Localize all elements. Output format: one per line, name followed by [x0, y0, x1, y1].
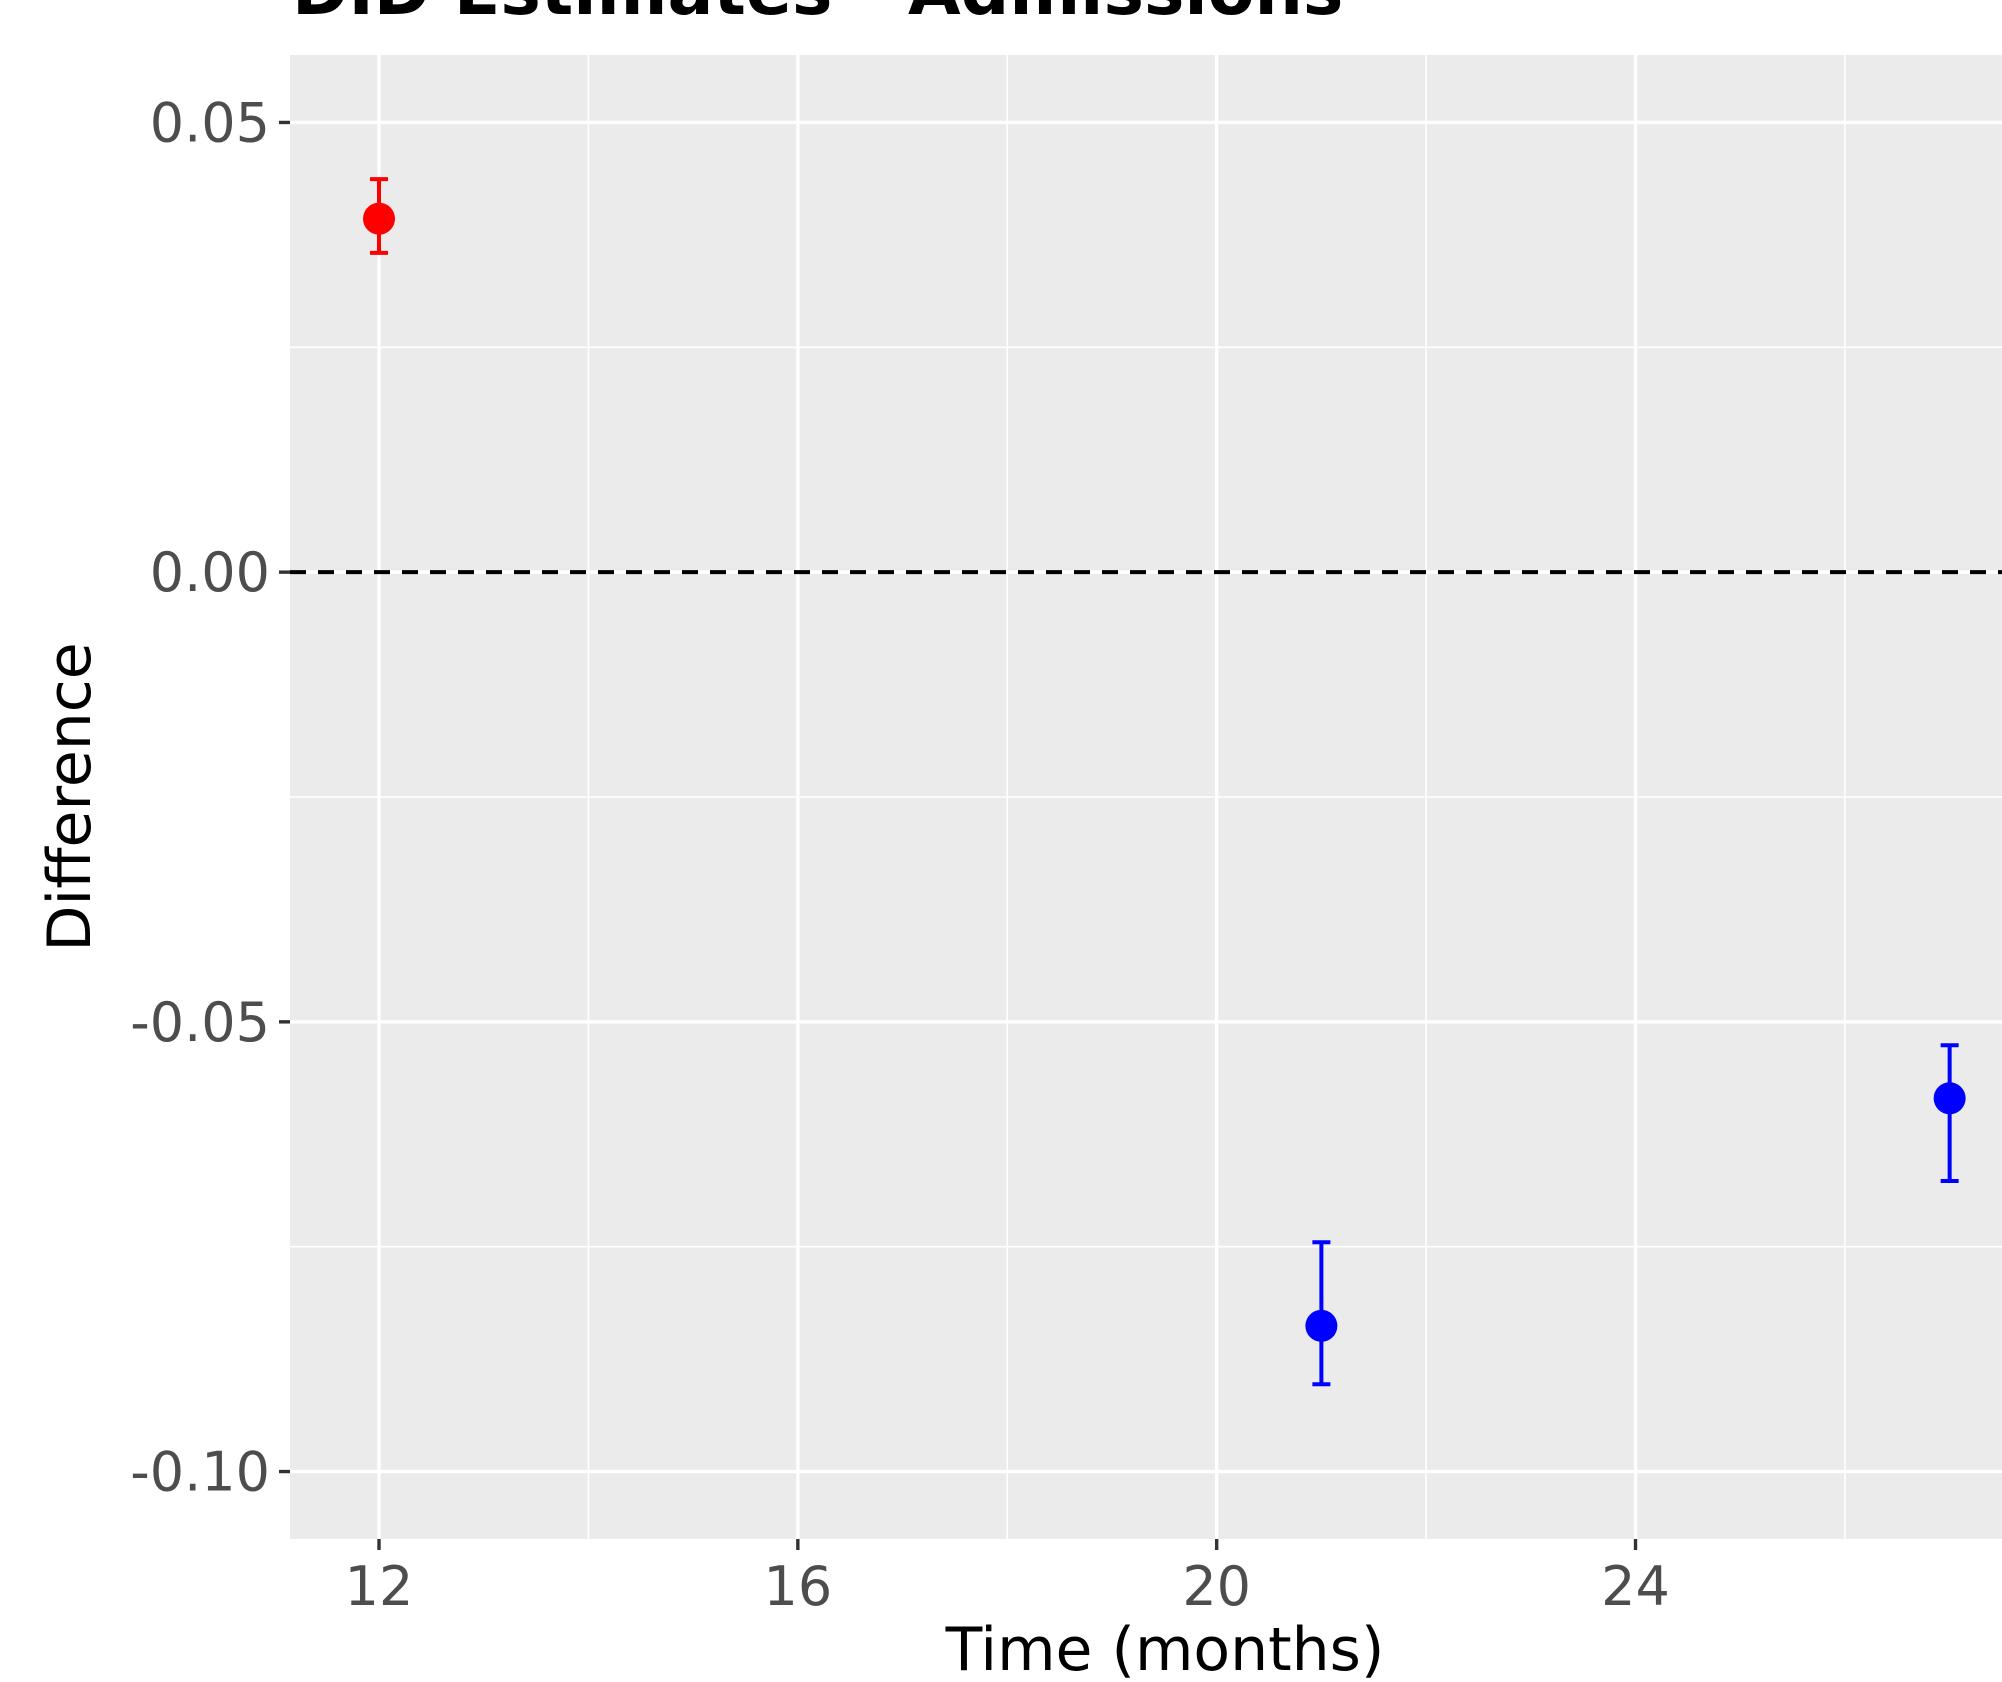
grid-minor	[290, 55, 2002, 1539]
x-axis: 12 16 20 24	[345, 1539, 1670, 1618]
x-tick-label: 16	[763, 1555, 832, 1618]
x-tick-label: 12	[345, 1555, 414, 1618]
data-point	[1933, 1082, 1966, 1115]
chart-title: DID Estimates - Admissions	[292, 0, 1343, 31]
y-axis: 0.05 0.00 -0.05 -0.10	[130, 91, 290, 1504]
y-tick-label: -0.10	[130, 1441, 270, 1504]
grid-major	[290, 55, 2002, 1539]
data-point	[1305, 1309, 1338, 1342]
y-tick-label: 0.05	[150, 91, 270, 154]
data-point	[363, 202, 396, 235]
y-tick-label: 0.00	[150, 541, 270, 604]
y-tick-label: -0.05	[130, 991, 270, 1054]
x-axis-title: Time (months)	[945, 1615, 1385, 1682]
data-points	[363, 202, 1966, 1342]
x-tick-label: 24	[1601, 1555, 1670, 1618]
x-tick-label: 20	[1182, 1555, 1251, 1618]
y-axis-title: Difference	[35, 642, 105, 951]
